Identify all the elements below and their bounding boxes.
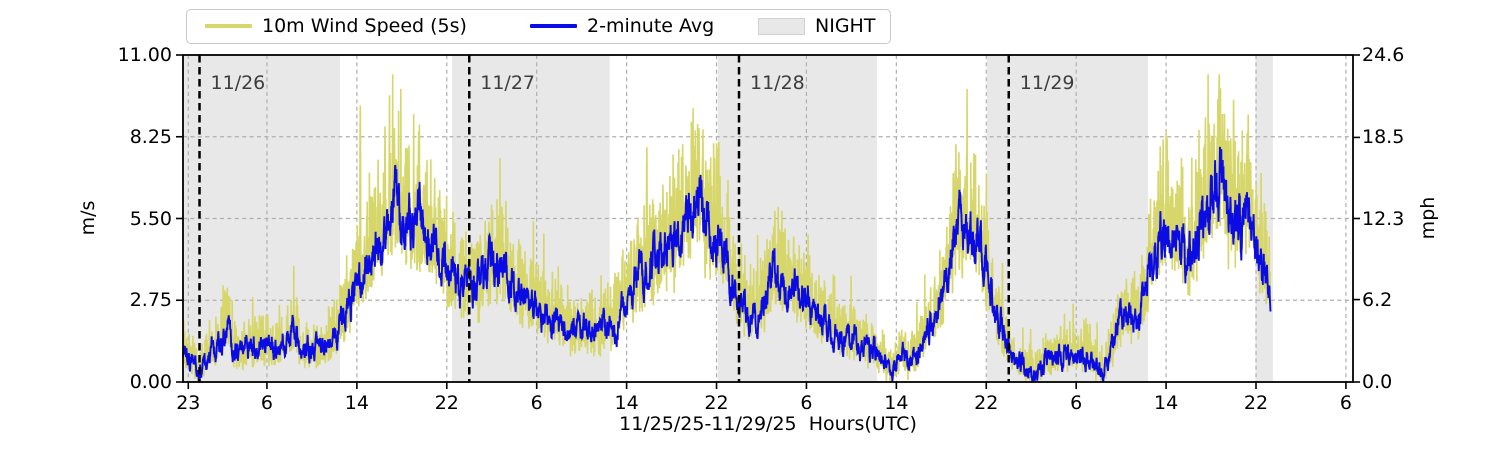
x-tick-label: 22 [434,392,459,414]
y-tick-label-right: 12.3 [1362,207,1405,230]
x-tick-label: 22 [1243,392,1269,414]
y-tick-label-right: 18.5 [1362,126,1405,149]
legend-raw-line-swatch [205,24,252,28]
y-tick-label-left: 8.25 [129,125,172,148]
x-tick-label: 23 [176,392,201,414]
x-tick-label: 22 [974,392,999,414]
x-axis-label: 11/25/25-11/29/25 Hours(UTC) [619,413,917,435]
x-tick-label: 14 [344,392,369,414]
x-tick-label: 22 [704,392,729,414]
date-annotation: 11/29 [1019,72,1075,94]
y-tick-label-left: 11.00 [117,44,172,66]
y-tick-label-left: 0.00 [129,371,172,393]
x-tick-label: 6 [530,392,543,414]
x-tick-label: 6 [1070,392,1083,414]
legend-night-patch-swatch [758,18,805,35]
x-tick-label: 6 [1339,392,1352,414]
x-tick-label: 6 [800,392,813,414]
x-tick-label: 14 [614,392,639,414]
y-tick-label-right: 24.6 [1362,44,1405,66]
date-annotation: 11/26 [210,72,266,94]
legend-avg-line-swatch [530,24,577,28]
legend-night-label: NIGHT [815,15,876,37]
x-tick-label: 6 [260,392,273,414]
y-tick-label-right: 0.0 [1362,371,1393,393]
x-tick-label: 14 [1153,392,1179,414]
legend-avg-label: 2-minute Avg [587,15,715,37]
y-tick-label-left: 5.50 [129,207,172,230]
legend: 10m Wind Speed (5s) 2-minute Avg NIGHT [186,9,891,44]
legend-raw-label: 10m Wind Speed (5s) [262,15,467,37]
x-tick-label: 14 [884,392,909,414]
two-minute-avg-line [182,146,1272,384]
y-tick-label-left: 2.75 [129,289,172,312]
y-tick-label-right: 6.2 [1362,288,1393,311]
date-annotation: 11/27 [480,72,536,94]
date-annotation: 11/28 [750,72,805,94]
